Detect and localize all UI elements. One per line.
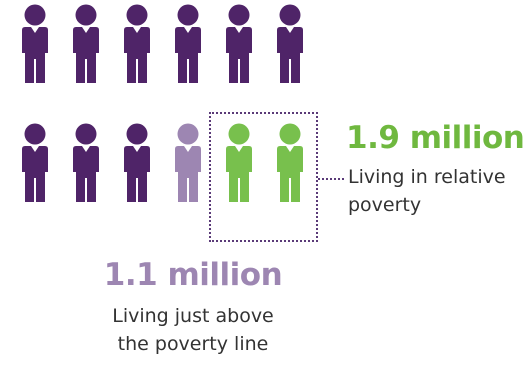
relative-poverty-highlight-box [209,112,318,242]
person-icon [219,3,259,83]
person-icon [270,122,310,202]
relative-poverty-description: Living in relative poverty [348,163,530,219]
person-icon [270,3,310,83]
person-icon [117,3,157,83]
relative-poverty-line-2: poverty [348,194,422,216]
person-icon [66,122,106,202]
person-icon [117,122,157,202]
above-poverty-description: Living just above the poverty line [43,302,343,358]
person-icon [15,3,55,83]
relative-poverty-line-1: Living in relative [348,166,506,188]
above-poverty-line-2: the poverty line [117,333,269,355]
person-icon [168,122,208,202]
above-poverty-line-1: Living just above [112,305,274,327]
above-poverty-number: 1.1 million [103,257,283,293]
relative-poverty-number: 1.9 million [346,120,525,156]
person-icon [168,3,208,83]
callout-connector-line [318,178,344,180]
person-icon [66,3,106,83]
person-icon [15,122,55,202]
people-figure-grid [15,3,310,202]
person-icon [219,122,259,202]
